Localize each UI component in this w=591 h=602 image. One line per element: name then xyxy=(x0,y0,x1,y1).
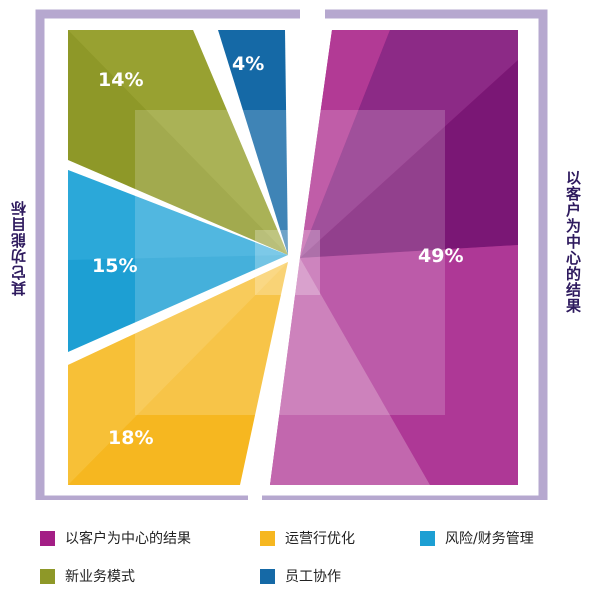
frame-left xyxy=(35,9,300,500)
slice-employee-collaboration xyxy=(218,30,288,255)
slice-customer-shade-4 xyxy=(300,245,518,485)
center-overlay xyxy=(135,110,445,415)
legend-label: 风险/财务管理 xyxy=(445,531,534,547)
legend-label: 员工协作 xyxy=(285,569,341,585)
label-new-business-model: 14% xyxy=(98,69,143,91)
legend-item-operations: 运营行优化 xyxy=(260,528,355,548)
label-operations: 18% xyxy=(108,427,153,449)
legend-item-new-business-model: 新业务模式 xyxy=(40,566,135,586)
label-risk-finance: 15% xyxy=(92,255,137,277)
slice-new-business-model-shade xyxy=(68,30,288,255)
legend-item-employee-collaboration: 员工协作 xyxy=(260,566,341,586)
legend-label: 运营行优化 xyxy=(285,531,355,547)
legend-swatch xyxy=(40,568,55,584)
slice-customer-shade-5 xyxy=(270,258,430,485)
pie-chart: 14% 4% 15% 18% 49% xyxy=(35,9,548,500)
slice-risk-finance-shade xyxy=(68,170,288,260)
legend-item-risk-finance: 风险/财务管理 xyxy=(420,528,534,548)
legend-swatch xyxy=(40,530,55,546)
slice-operations-shade xyxy=(68,262,288,485)
legend-label: 新业务模式 xyxy=(65,569,135,585)
legend-swatch xyxy=(420,530,435,546)
label-customer-centric: 49% xyxy=(418,245,463,267)
slice-customer-shade-2 xyxy=(300,30,518,258)
legend-item-customer-centric: 以客户为中心的结果 xyxy=(40,528,191,548)
side-label-customer-outcomes: 以客户为中心的结果 xyxy=(564,170,582,314)
center-highlight xyxy=(255,230,320,295)
slice-customer-shade-3 xyxy=(300,60,518,258)
legend-label: 以客户为中心的结果 xyxy=(65,531,191,547)
side-label-other-goals: 其它功能目标 xyxy=(10,200,28,296)
label-employee-collaboration: 4% xyxy=(232,53,264,75)
legend-swatch xyxy=(260,568,275,584)
legend-swatch xyxy=(260,530,275,546)
frame-right xyxy=(262,9,548,500)
